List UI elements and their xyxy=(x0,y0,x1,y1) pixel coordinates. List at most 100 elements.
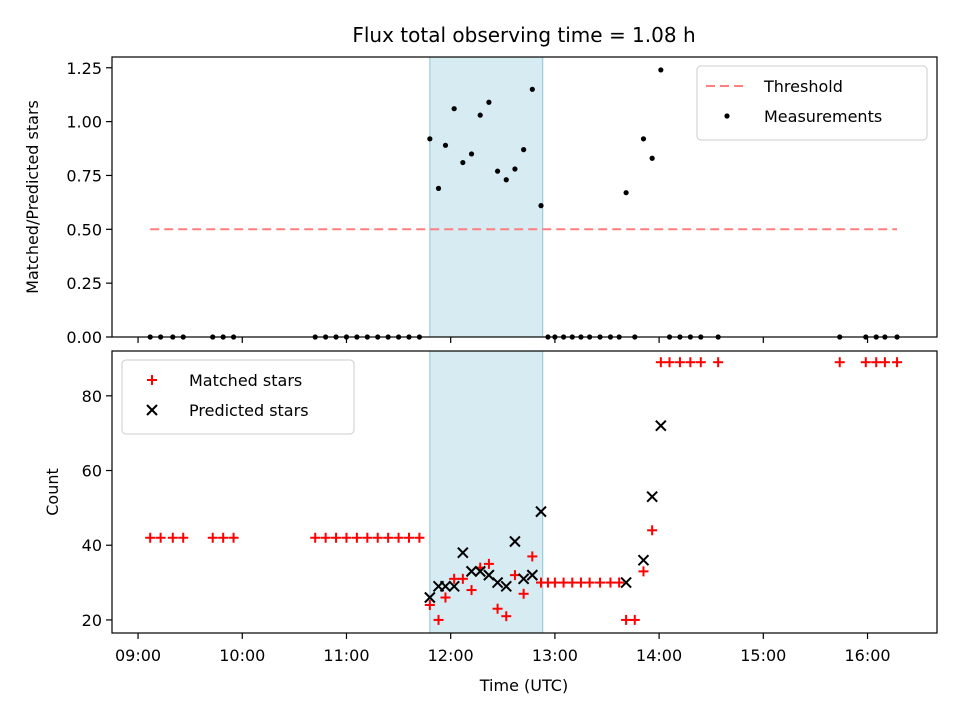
y-tick-label: 80 xyxy=(82,387,102,406)
y-tick-label: 0.25 xyxy=(66,274,102,293)
data-point xyxy=(860,357,871,368)
data-point xyxy=(614,577,625,588)
data-point xyxy=(646,490,658,503)
data-point xyxy=(427,136,433,142)
y-tick-label: 40 xyxy=(82,536,102,555)
data-point xyxy=(494,168,501,174)
x-tick-label: 14:00 xyxy=(636,646,682,665)
data-point xyxy=(834,357,845,368)
data-point xyxy=(637,554,650,566)
legend-box xyxy=(696,65,928,141)
data-point xyxy=(178,532,189,543)
data-point xyxy=(655,419,667,432)
y-tick-label: 60 xyxy=(82,462,102,481)
data-point xyxy=(605,577,616,588)
data-point xyxy=(465,565,478,578)
data-point xyxy=(640,136,647,142)
data-point xyxy=(383,532,394,543)
data-point xyxy=(477,112,483,118)
data-point xyxy=(517,573,530,585)
x-tick-label: 15:00 xyxy=(740,646,786,665)
legend-entry: Threshold xyxy=(706,77,843,96)
data-point xyxy=(521,147,527,153)
data-point xyxy=(664,357,675,368)
data-point xyxy=(449,573,460,584)
data-point xyxy=(658,67,664,73)
data-point xyxy=(512,166,518,172)
data-point xyxy=(320,532,331,543)
data-point xyxy=(892,357,903,368)
data-point xyxy=(500,580,512,593)
data-point xyxy=(558,577,569,588)
data-point xyxy=(535,505,547,518)
legend-entry: Predicted stars xyxy=(146,401,309,420)
data-point xyxy=(228,532,239,543)
data-point xyxy=(474,565,486,578)
data-point xyxy=(433,614,444,625)
chart-title: Flux total observing time = 1.08 h xyxy=(352,23,695,47)
x-tick-label: 12:00 xyxy=(428,646,474,665)
count-panel: 20 40 60 80 09:00 10:00 11:00 12:00 13:00 14:00 15… xyxy=(43,350,938,665)
legend-marker xyxy=(146,404,158,416)
data-point xyxy=(518,588,529,599)
series-measurements xyxy=(147,67,900,340)
legend-label: Threshold xyxy=(763,77,843,96)
data-point xyxy=(649,155,655,161)
data-point xyxy=(457,573,468,584)
data-point xyxy=(647,525,658,536)
plot-frame xyxy=(111,350,938,634)
data-point xyxy=(629,614,640,625)
data-point xyxy=(526,569,539,581)
data-point xyxy=(468,151,475,157)
data-point xyxy=(655,357,666,368)
data-point xyxy=(871,357,882,368)
data-point xyxy=(442,142,449,148)
legend-entry: Matched stars xyxy=(147,371,302,390)
data-point xyxy=(439,580,452,593)
data-point xyxy=(207,532,218,543)
data-point xyxy=(879,357,890,368)
data-point xyxy=(538,203,544,209)
data-point xyxy=(466,585,477,596)
data-point xyxy=(486,99,492,105)
data-point xyxy=(595,577,606,588)
data-point xyxy=(621,614,632,625)
data-point xyxy=(509,570,520,581)
data-point xyxy=(503,177,509,183)
legend: Matched stars Predicted stars xyxy=(121,359,355,435)
y-tick-label: 0.50 xyxy=(66,220,102,239)
data-point xyxy=(527,551,538,562)
data-point xyxy=(167,532,178,543)
data-point xyxy=(310,532,321,543)
legend-marker xyxy=(147,375,157,385)
data-point xyxy=(483,558,494,569)
legend-label: Measurements xyxy=(764,107,882,126)
plot-frame xyxy=(111,56,938,338)
data-point xyxy=(584,577,595,588)
data-point xyxy=(620,576,632,589)
data-point xyxy=(567,577,578,588)
data-point xyxy=(362,532,373,543)
data-point xyxy=(685,357,696,368)
data-point xyxy=(501,611,512,622)
data-point xyxy=(341,532,352,543)
data-point xyxy=(218,532,229,543)
data-point xyxy=(414,532,425,543)
legend: Threshold Measurements xyxy=(696,65,928,141)
data-point xyxy=(549,577,560,588)
y-axis-label: Count xyxy=(43,468,62,516)
legend-label: Predicted stars xyxy=(189,401,309,420)
data-point xyxy=(435,185,442,191)
y-tick-label: 0.00 xyxy=(66,328,102,347)
data-point xyxy=(424,591,436,604)
data-point xyxy=(575,577,586,588)
data-point xyxy=(492,603,503,614)
ratio-panel: 0.00 0.25 0.50 0.75 1.00 1.25 Matched/Predicte… xyxy=(23,56,938,347)
data-point xyxy=(372,532,383,543)
data-point xyxy=(424,599,435,610)
y-tick-label: 1.00 xyxy=(66,113,102,132)
data-point xyxy=(695,357,706,368)
data-point xyxy=(404,532,414,543)
series-predicted-stars xyxy=(424,419,667,604)
